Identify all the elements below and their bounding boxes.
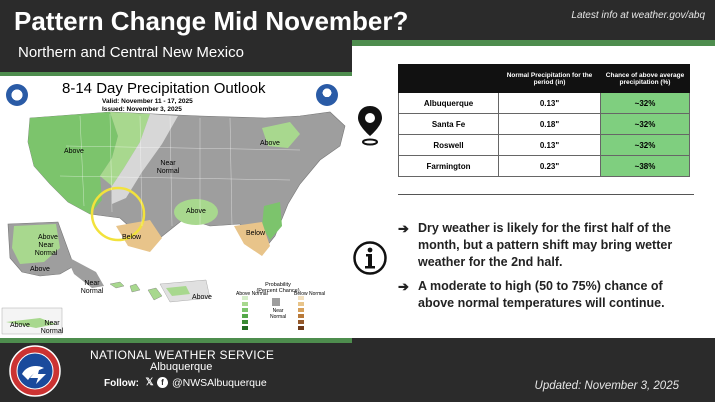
us-map-graphic <box>1 111 346 335</box>
map-label-hawaii-near: Near Normal <box>40 320 64 335</box>
section-divider <box>398 194 694 195</box>
map-label-above-west: Above <box>64 148 84 155</box>
table-header-chance: Chance of above average precipitation (%… <box>600 64 690 93</box>
map-valid-dates: Valid: November 11 - 17, 2025 <box>102 98 193 105</box>
precip-table: Normal Precipitation for the period (in)… <box>398 64 690 177</box>
noaa-logo-icon <box>316 84 338 106</box>
accent-bar-bottom <box>0 338 352 343</box>
precipitation-outlook-map: 8-14 Day Precipitation Outlook Valid: No… <box>0 72 352 338</box>
table-cell-city: Roswell <box>398 134 499 156</box>
social-handle[interactable]: @NWSAlbuquerque <box>172 377 267 389</box>
table-header-normal: Normal Precipitation for the period (in) <box>498 64 601 93</box>
table-cell-normal: 0.13" <box>498 92 601 114</box>
map-issued-date: Issued: November 3, 2025 <box>102 106 182 113</box>
map-label-above-northeast: Above <box>260 140 280 147</box>
accent-bar-top <box>352 40 715 46</box>
bullet-item: ➔ A moderate to high (50 to 75%) chance … <box>398 278 698 312</box>
arrow-right-icon: ➔ <box>398 279 409 294</box>
table-header-city <box>398 64 499 93</box>
map-label-near-normal: Near Normal <box>156 160 180 175</box>
location-pin-icon <box>358 106 382 146</box>
table-cell-normal: 0.18" <box>498 113 601 135</box>
info-icon <box>353 241 387 275</box>
map-title: 8-14 Day Precipitation Outlook <box>62 80 266 97</box>
right-info-panel: Normal Precipitation for the period (in)… <box>352 46 715 338</box>
map-label-alaska-near-normal-2: Near Normal <box>80 280 104 295</box>
map-label-hawaii-above: Above <box>192 294 212 301</box>
map-label-below-southeast: Below <box>246 230 266 237</box>
table-row: Farmington 0.23" ~38% <box>398 155 690 177</box>
map-label-alaska-above-2: Above <box>30 266 50 273</box>
footer <box>0 338 715 402</box>
updated-date: Updated: November 3, 2025 <box>534 380 679 392</box>
page-title: Pattern Change Mid November? <box>14 6 409 36</box>
table-cell-chance: ~32% <box>600 113 690 135</box>
table-cell-normal: 0.13" <box>498 134 601 156</box>
map-label-alaska-above: Above <box>38 234 58 241</box>
table-header-row: Normal Precipitation for the period (in)… <box>398 64 690 93</box>
page-subtitle: Northern and Central New Mexico <box>18 44 244 61</box>
map-label-below-south: Below <box>122 234 142 241</box>
table-cell-city: Santa Fe <box>398 113 499 135</box>
nws-office-name: Albuquerque <box>150 361 213 373</box>
legend-below-label: Below Normal <box>294 291 326 297</box>
table-cell-city: Farmington <box>398 155 499 177</box>
legend-above-label: Above Normal <box>236 291 268 297</box>
noaa-commerce-seal-icon <box>6 84 28 106</box>
x-twitter-icon[interactable]: 𝕏 <box>145 377 154 388</box>
table-cell-chance: ~32% <box>600 92 690 114</box>
table-row: Roswell 0.13" ~32% <box>398 134 690 156</box>
table-cell-chance: ~32% <box>600 134 690 156</box>
table-row: Albuquerque 0.13" ~32% <box>398 92 690 114</box>
table-cell-chance: ~38% <box>600 155 690 177</box>
table-cell-normal: 0.23" <box>498 155 601 177</box>
arrow-right-icon: ➔ <box>398 221 409 236</box>
latest-info-link[interactable]: Latest info at weather.gov/abq <box>571 10 705 21</box>
nws-org-name: NATIONAL WEATHER SERVICE <box>90 348 275 362</box>
map-label-aleutian-above: Above <box>10 322 30 329</box>
bullet-item: ➔ Dry weather is likely for the first ha… <box>398 220 698 271</box>
bullet-text: A moderate to high (50 to 75%) chance of… <box>418 279 665 310</box>
legend-near-label: Near Normal <box>270 308 287 320</box>
bullet-text: Dry weather is likely for the first half… <box>418 221 673 269</box>
facebook-icon[interactable]: f <box>157 377 168 388</box>
follow-label: Follow: <box>104 378 139 389</box>
table-row: Santa Fe 0.18" ~32% <box>398 113 690 135</box>
nws-logo-icon <box>9 345 61 397</box>
legend-title: Probability (Percent Chance) <box>256 282 300 294</box>
map-label-above-southcentral: Above <box>186 208 206 215</box>
map-label-alaska-near-normal: Near Normal <box>34 242 58 257</box>
table-cell-city: Albuquerque <box>398 92 499 114</box>
